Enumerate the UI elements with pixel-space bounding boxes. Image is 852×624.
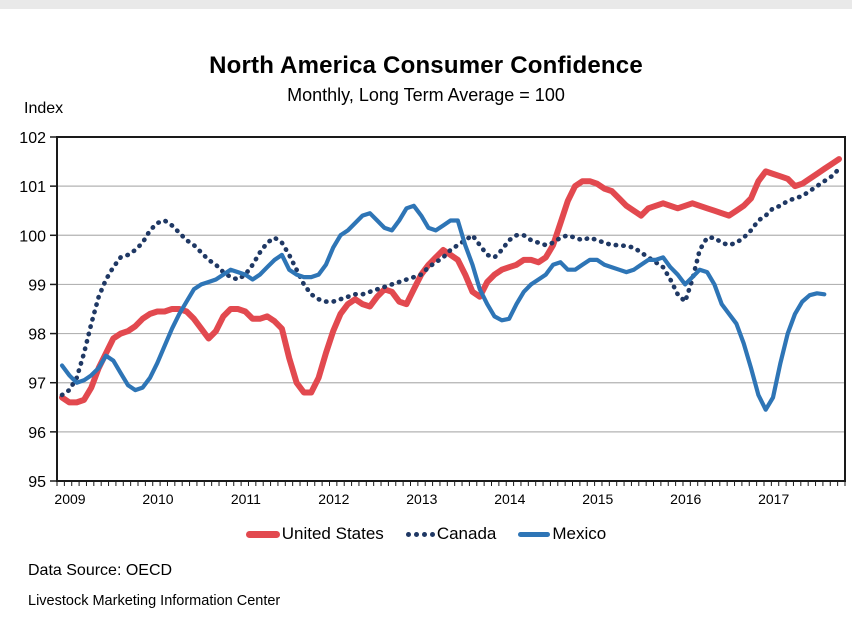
x-axis-tick-label: 2012: [318, 491, 349, 507]
x-axis-tick-label: 2011: [231, 491, 261, 507]
chart-title: North America Consumer Confidence: [209, 52, 643, 79]
x-axis-tick-label: 2014: [494, 491, 525, 507]
x-axis-tick-label: 2013: [406, 491, 437, 507]
y-axis-tick-label: 101: [19, 179, 46, 196]
y-axis-tick-label: 97: [28, 376, 46, 393]
plot-border: [56, 136, 846, 482]
mexico-line-swatch: [518, 531, 551, 537]
window-top-strip: [0, 0, 852, 9]
y-axis-title: Index: [24, 100, 64, 117]
x-axis-tick-label: 2009: [54, 491, 85, 507]
line-chart-canvas: 102 101 100 99 98 97 96 95 2009 2010 2011 2012 2013 2…: [19, 130, 846, 507]
legend-label-canada: Canada: [436, 524, 497, 543]
series-line-mexico: [59, 203, 827, 412]
y-axis-tick-label: 102: [19, 130, 46, 147]
x-axis-tick-label: 2017: [758, 491, 789, 507]
data-source-note: Data Source: OECD: [28, 562, 173, 579]
organization-note: Livestock Marketing Information Center: [28, 593, 281, 609]
legend-item-mexico: Mexico: [518, 524, 606, 544]
legend-item-united-states: United States: [245, 524, 384, 544]
series-line-united-states: [59, 156, 842, 406]
legend-label-united-states: United States: [281, 524, 384, 543]
y-axis-tick-label: 98: [28, 327, 46, 344]
legend-item-canada: Canada: [405, 524, 497, 544]
chart-legend: United States Canada Mexico: [0, 524, 852, 544]
legend-label-mexico: Mexico: [552, 524, 607, 543]
y-axis-tick-label: 95: [28, 474, 46, 491]
y-axis-tick-label: 96: [28, 425, 46, 442]
canada-dotted-line-swatch: [405, 531, 435, 537]
x-axis-tick-label: 2010: [142, 491, 173, 507]
chart-subtitle: Monthly, Long Term Average = 100: [287, 85, 565, 105]
series-line-canada: [59, 166, 842, 398]
x-axis-tick-label: 2016: [670, 491, 701, 507]
y-axis-tick-label: 99: [28, 277, 46, 294]
y-axis-tick-label: 100: [19, 228, 46, 245]
x-axis-tick-label: 2015: [582, 491, 613, 507]
united-states-line-swatch: [245, 530, 280, 538]
